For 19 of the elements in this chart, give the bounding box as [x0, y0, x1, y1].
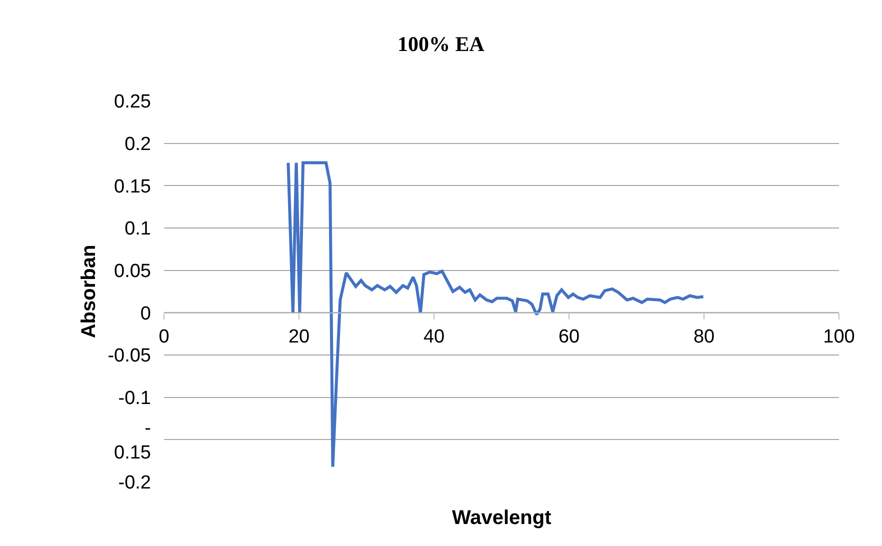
y-tick-label: -0.1 [118, 388, 151, 409]
y-tick-label: -0.2 [118, 472, 151, 494]
y-tick-label: 0.15 [114, 176, 151, 198]
y-axis-title: Absorban [78, 244, 100, 338]
x-tick-label: 20 [288, 326, 310, 348]
x-tick-label: 60 [558, 326, 580, 348]
x-tick-label: 100 [823, 326, 855, 348]
x-tick-label: 40 [423, 326, 445, 348]
x-axis-title: Wavelengt [452, 507, 552, 529]
x-tick-label: 0 [158, 326, 170, 348]
y-tick-label: 0.25 [114, 92, 151, 113]
y-tick-label: 0.1 [124, 218, 151, 240]
y-tick-label: 0.05 [114, 260, 151, 282]
y-tick-label: 0.2 [124, 134, 151, 155]
chart-title: 100% EA [398, 32, 486, 56]
y-tick-label: - 0.15 [114, 418, 151, 464]
y-tick-label: -0.05 [108, 346, 151, 367]
y-tick-label: 0 [140, 303, 151, 324]
x-tick-label: 80 [693, 326, 715, 348]
